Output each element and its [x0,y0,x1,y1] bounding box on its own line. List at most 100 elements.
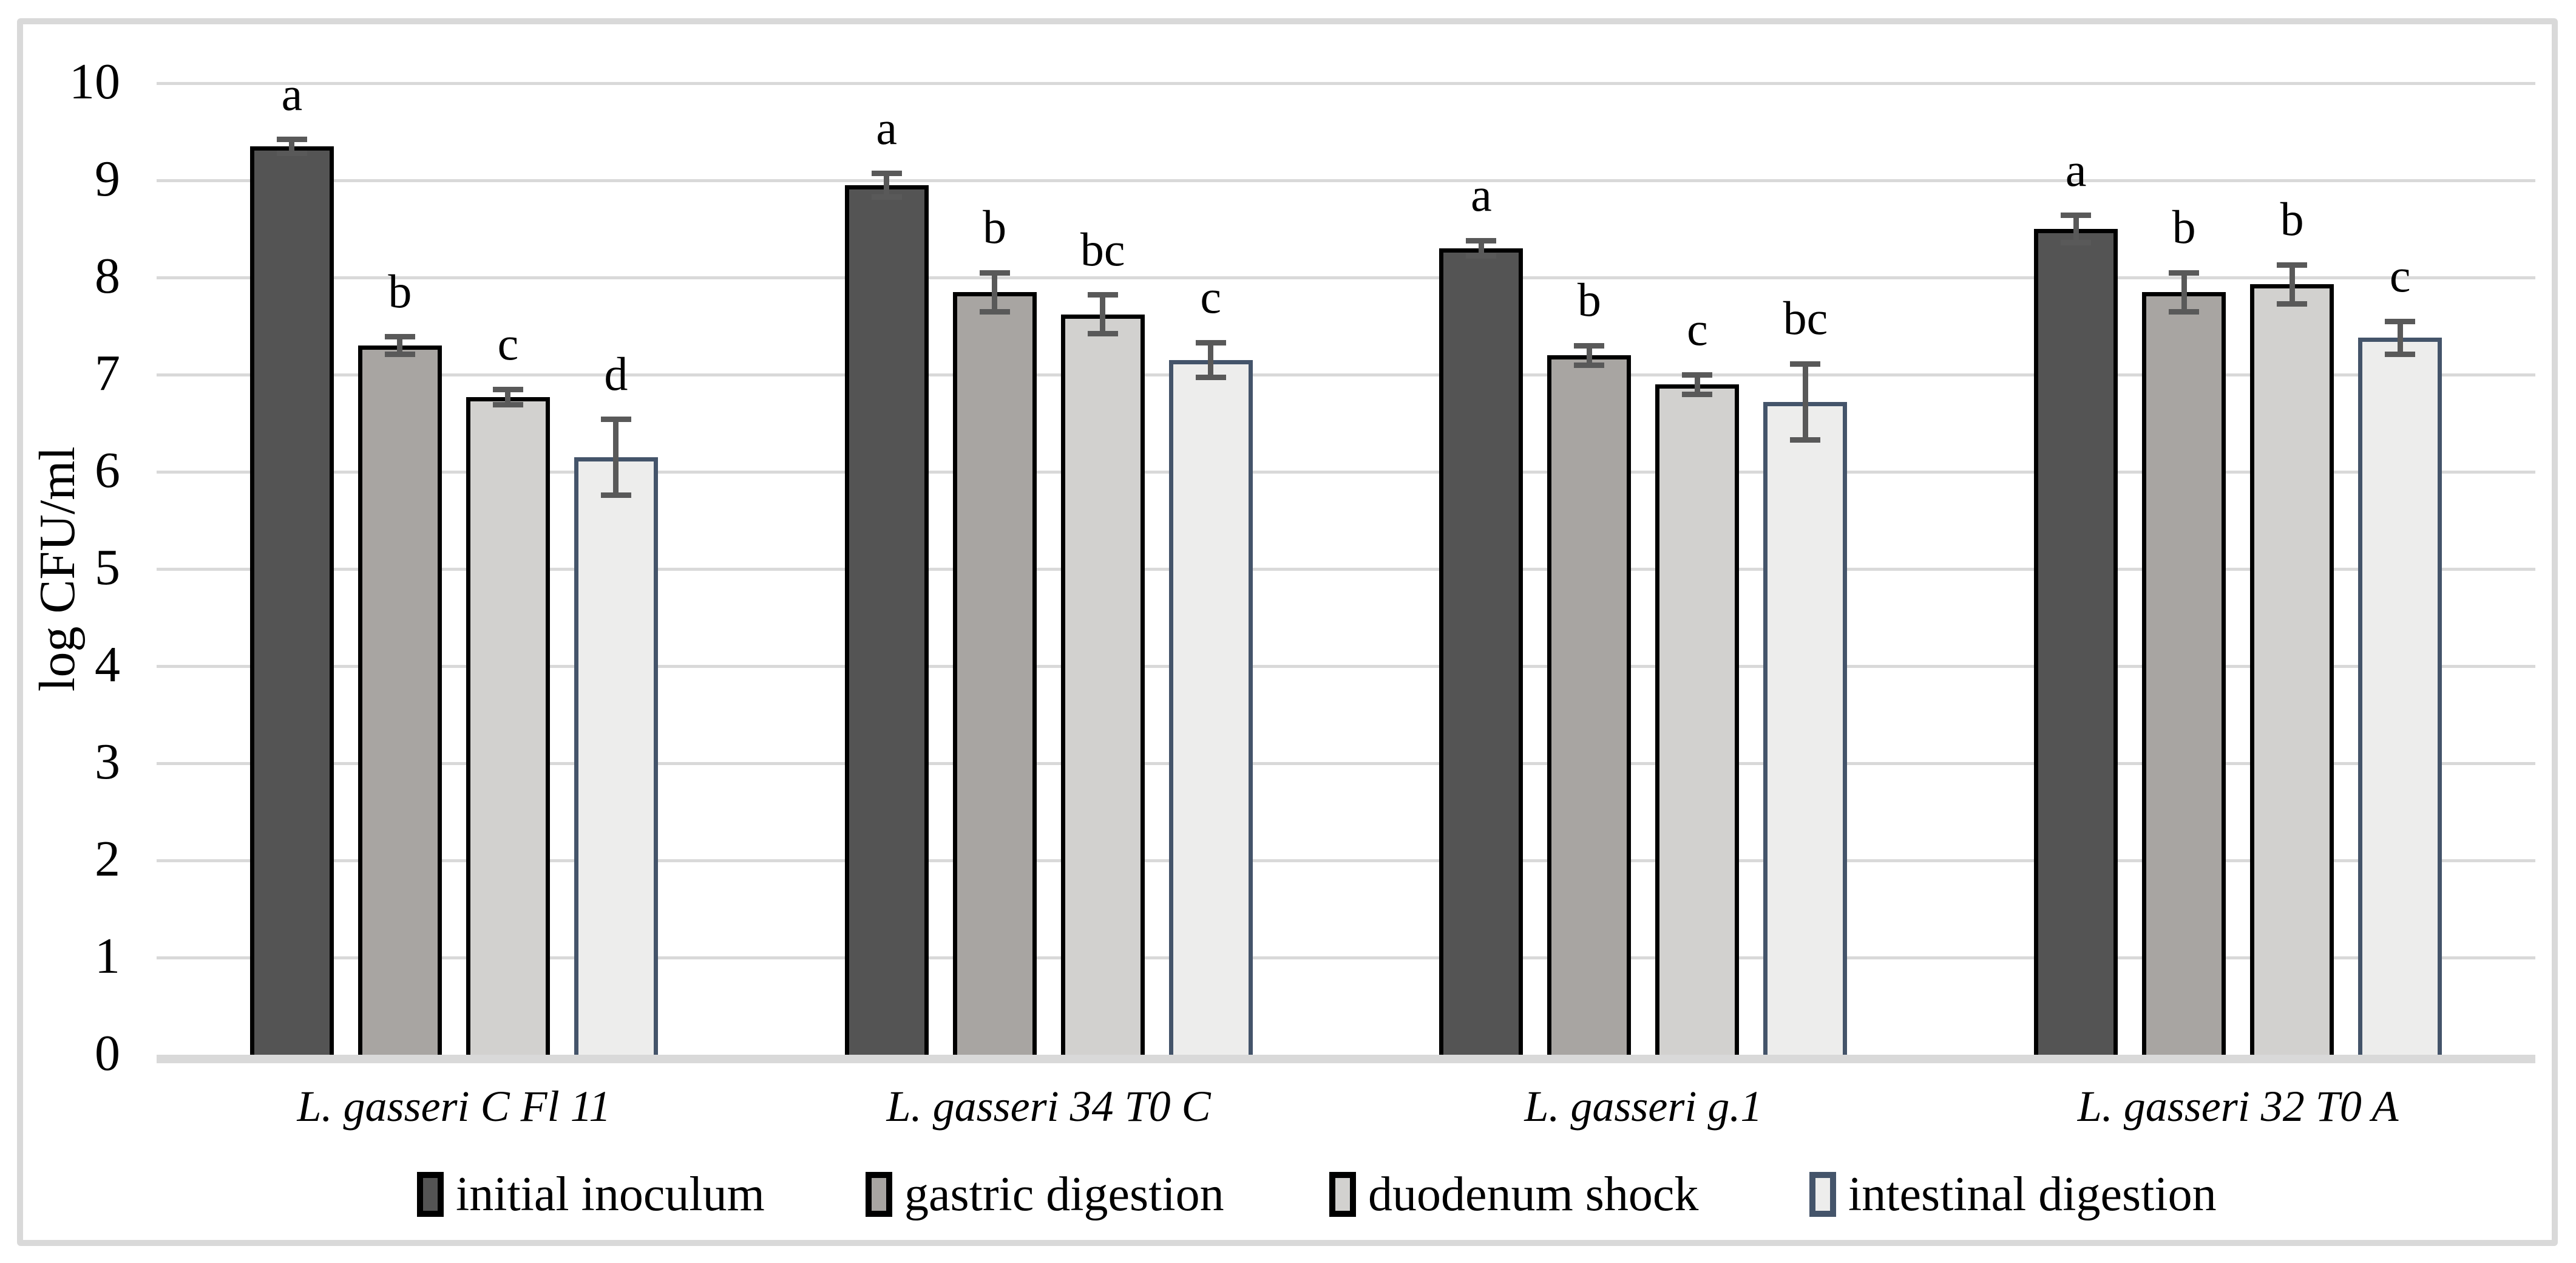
y-tick-label: 5 [95,539,120,596]
legend-label: duodenum shock [1368,1168,1699,1221]
error-bar-cap-top [979,270,1010,276]
error-bar-cap-bottom [1087,331,1118,337]
legend-swatch [866,1172,892,1217]
error-bar-line [397,336,403,355]
error-bar-line [613,419,619,495]
error-bar-cap-bottom [1682,391,1713,397]
bar [844,185,929,1055]
legend-label: intestinal digestion [1848,1168,2217,1221]
error-bar-cap-bottom [1195,375,1226,381]
error-bar-line [2397,321,2403,355]
bar [1655,384,1740,1055]
error-bar-line [992,273,998,311]
y-tick-label: 7 [95,345,120,401]
bar [1547,355,1632,1055]
x-axis-line [157,1055,2535,1063]
bar [952,292,1037,1055]
error-bar-cap-bottom [492,402,523,408]
error-bar-cap-bottom [871,194,902,200]
error-bar-line [1208,342,1214,378]
legend-label: initial inoculum [456,1168,765,1221]
error-bar-line [1694,375,1700,394]
legend-swatch [1809,1172,1836,1217]
y-tick-label: 6 [95,442,120,499]
error-bar-line [289,139,295,154]
error-bar-cap-top [384,334,415,340]
bar [1439,248,1524,1055]
legend-item: duodenum shock [1329,1161,1698,1228]
significance-letter: c [2389,249,2411,302]
error-bar-line [1586,346,1592,365]
error-bar-line [1100,294,1106,334]
significance-letter: a [876,101,897,154]
legend-item: gastric digestion [866,1161,1224,1228]
significance-letter: b [2280,192,2304,246]
error-bar-cap-bottom [600,492,631,498]
bar [2142,292,2226,1055]
error-bar-cap-top [492,386,523,392]
significance-letter: c [1687,302,1708,355]
bar [249,146,334,1055]
significance-letter: b [2172,200,2196,253]
bar [1060,314,1145,1055]
error-bar-line [1802,364,1808,440]
legend-label: gastric digestion [904,1168,1224,1221]
error-bar-cap-bottom [2277,301,2308,307]
h-gridline [157,762,2535,765]
bar [2250,284,2334,1055]
legend-swatch [1329,1172,1356,1217]
error-bar-cap-top [1087,292,1118,298]
significance-letter: c [497,317,519,370]
error-bar-line [884,173,890,197]
error-bar-line [2289,265,2295,304]
significance-letter: bc [1080,222,1125,276]
error-bar-cap-top [1574,342,1605,349]
h-gridline [157,471,2535,474]
bar [1763,401,1848,1055]
significance-letter: c [1200,270,1221,324]
error-bar-line [505,389,511,405]
error-bar-cap-bottom [979,308,1010,315]
bar [358,346,442,1055]
bar [574,457,658,1055]
h-gridline [157,568,2535,571]
error-bar-cap-top [1466,237,1497,243]
h-gridline [157,956,2535,959]
h-gridline [157,859,2535,862]
h-gridline [157,665,2535,668]
error-bar-cap-bottom [384,351,415,357]
bar [2034,229,2118,1055]
y-tick-label: 4 [95,636,120,693]
h-gridline [157,82,2535,85]
error-bar-line [1478,240,1484,256]
significance-letter: b [983,200,1007,253]
error-bar-cap-top [1790,361,1821,367]
error-bar-cap-top [871,171,902,177]
significance-letter: b [1577,273,1601,326]
x-category-label: L. gasseri 32 T0 A [2077,1082,2399,1131]
significance-letter: b [388,264,412,318]
y-tick-label: 9 [95,151,120,207]
x-category-label: L. gasseri C Fl 11 [297,1082,611,1131]
bar [1168,360,1253,1055]
error-bar-line [2073,215,2079,243]
significance-letter: a [281,67,303,120]
error-bar-cap-top [2277,262,2308,268]
error-bar-cap-top [2169,270,2200,276]
error-bar-cap-bottom [2169,308,2200,315]
h-gridline [157,276,2535,279]
chart-outer-frame [17,18,2558,1246]
x-category-label: L. gasseri 34 T0 C [886,1082,1211,1131]
h-gridline [157,373,2535,376]
legend-swatch [417,1172,444,1217]
error-bar-line [2181,273,2187,311]
y-tick-label: 10 [69,53,120,110]
error-bar-cap-top [276,137,307,143]
error-bar-cap-bottom [1574,362,1605,368]
significance-letter: d [604,347,628,400]
error-bar-cap-bottom [276,150,307,156]
significance-letter: a [2065,143,2087,196]
y-tick-label: 3 [95,734,120,790]
error-bar-cap-top [1682,372,1713,378]
